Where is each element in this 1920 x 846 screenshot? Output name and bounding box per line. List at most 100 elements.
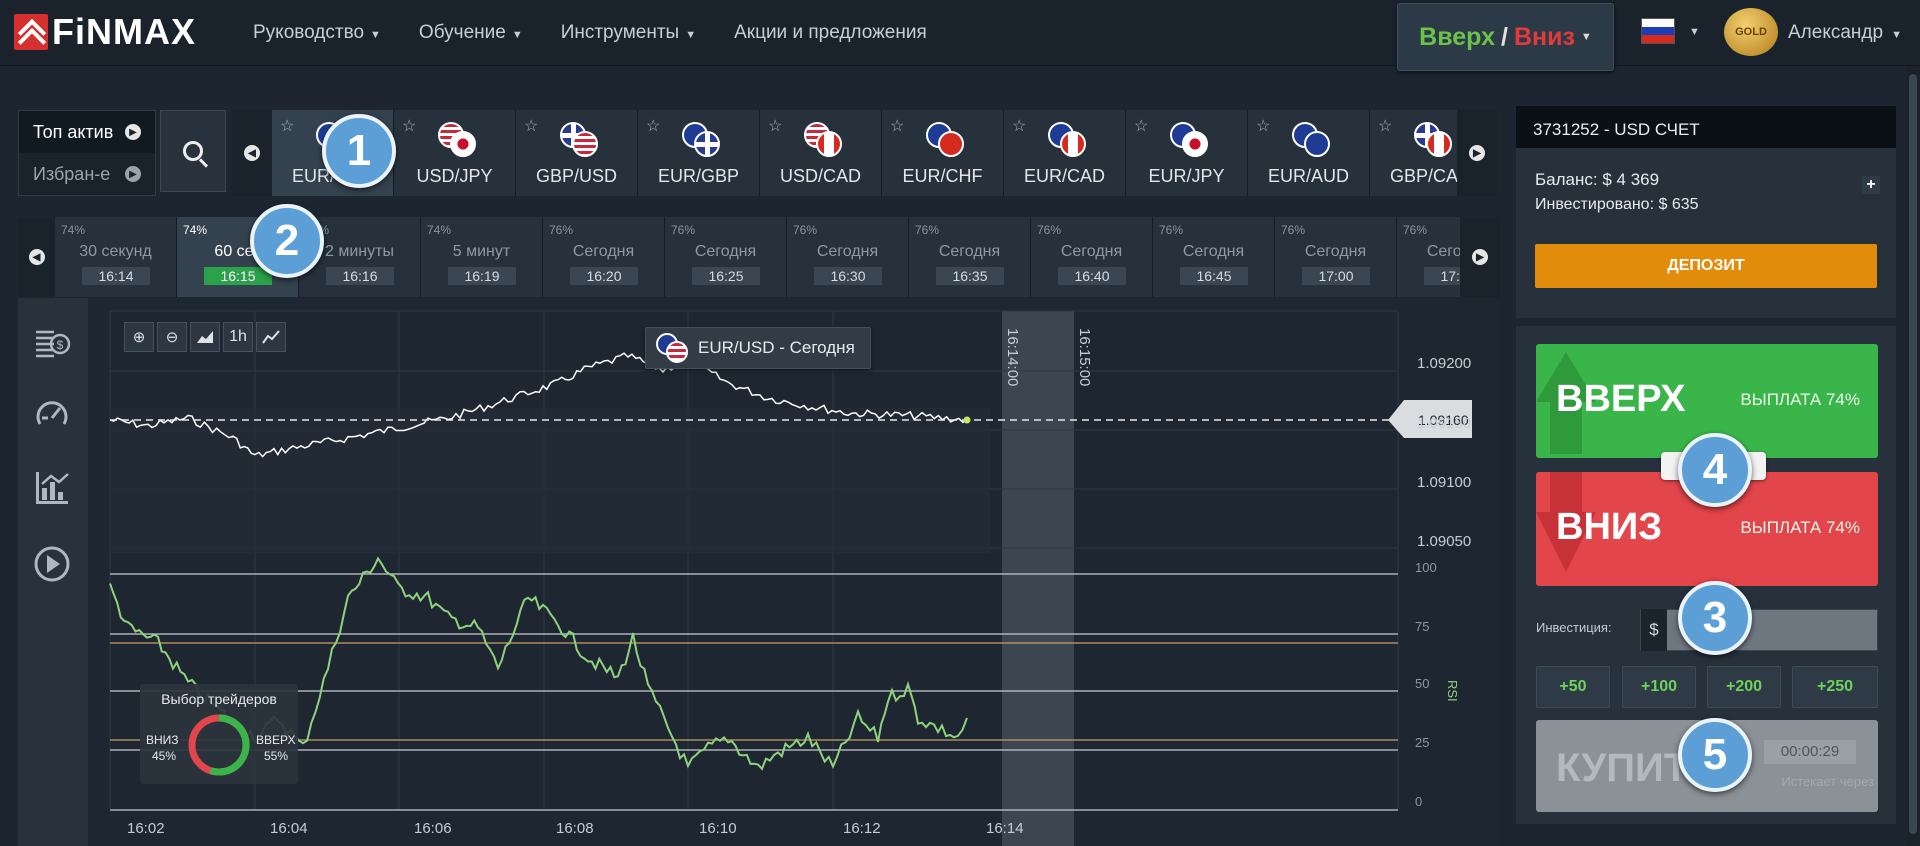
user-menu[interactable]: Александр ▼ [1788, 22, 1902, 44]
page-scrollbar[interactable] [1906, 66, 1920, 846]
nav-education[interactable]: Обучение ▼ [419, 22, 523, 44]
assets-scroll-left[interactable]: ◀ [232, 110, 272, 196]
expiry-tab[interactable]: 76% Сегодня 16:25 [665, 217, 787, 297]
price-chart-area[interactable]: 1.09160 1.09200 1.09150 1.09100 1.09050 … [88, 298, 1500, 846]
asset-tab[interactable]: ☆ EUR/CHF [882, 110, 1004, 196]
star-icon[interactable]: ☆ [646, 118, 661, 135]
expiry-tab[interactable]: 76% Сегодня 17:00 [1275, 217, 1397, 297]
expiries-scroll-left[interactable]: ◀ [18, 217, 55, 297]
expiry-tab[interactable]: 76% Сегодня 16:45 [1153, 217, 1275, 297]
nav-guide[interactable]: Руководство ▼ [253, 22, 381, 44]
star-icon[interactable]: ☆ [890, 118, 905, 135]
expiry-payout: 76% [1281, 223, 1306, 237]
asset-tab[interactable]: ☆ USD/CAD [760, 110, 882, 196]
expiry-zone [1002, 311, 1074, 846]
asset-tab[interactable]: ☆ EUR/JPY [1126, 110, 1248, 196]
star-icon[interactable]: ☆ [768, 118, 783, 135]
current-price-tag [1388, 400, 1472, 438]
expiry-name: Сегодня [1426, 243, 1460, 260]
expiry-tab[interactable]: 76% Сегодня 16:20 [543, 217, 665, 297]
russian-flag-icon[interactable] [1641, 18, 1675, 44]
zoom-in-icon[interactable]: ⊕ [124, 322, 154, 352]
expand-account-button[interactable]: + [1862, 176, 1880, 194]
asset-tab[interactable]: ☆ GBP/USD [516, 110, 638, 196]
asset-tab[interactable]: ☆ GBP/CAD [1370, 110, 1457, 196]
caret-down-icon[interactable]: ▼ [1689, 26, 1700, 38]
x-tick: 16:08 [556, 820, 594, 837]
expiry-tab[interactable]: 76% Сегодня 16:35 [909, 217, 1031, 297]
chart-asset-title[interactable]: EUR/USD - Сегодня [645, 327, 871, 369]
expiry-payout: 76% [549, 223, 574, 237]
trade-mode-switch[interactable]: Вверх / Вниз ▼ [1397, 3, 1614, 71]
nav-tools[interactable]: Инструменты ▼ [561, 22, 696, 44]
star-icon[interactable]: ☆ [280, 118, 295, 135]
asset-search-button[interactable] [160, 110, 226, 192]
star-icon[interactable]: ☆ [1012, 118, 1027, 135]
expiry-payout: 76% [915, 223, 940, 237]
filter-favorites[interactable]: Избран-е ▶ [19, 153, 155, 195]
sentiment-down-pct: 45% [152, 749, 176, 763]
chart-side-tools: $ [18, 298, 88, 846]
bar-chart-icon[interactable] [32, 468, 72, 508]
star-icon[interactable]: ☆ [402, 118, 417, 135]
expiry-tab[interactable]: 74% 5 минут 16:19 [421, 217, 543, 297]
quick-add-50[interactable]: +50 [1536, 666, 1610, 708]
asset-tab[interactable]: ☆ EUR/CAD [1004, 110, 1126, 196]
invested: Инвестировано: $ 635 [1535, 196, 1699, 214]
x-tick: 16:12 [843, 820, 881, 837]
scrollbar-thumb[interactable] [1909, 74, 1917, 834]
asset-tab[interactable]: ☆ EUR/AUD [1248, 110, 1370, 196]
caret-down-icon: ▼ [511, 29, 523, 41]
expiry-tab[interactable]: 76% Сегодня 17:15 [1397, 217, 1460, 297]
filter-top-assets[interactable]: Топ актив ▶ [19, 111, 155, 153]
deposit-button[interactable]: ДЕПОЗИТ [1535, 244, 1877, 288]
quick-add-250[interactable]: +250 [1792, 666, 1878, 708]
assets-scroll-right[interactable]: ▶ [1457, 110, 1497, 196]
nav-promotions[interactable]: Акции и предложения [734, 22, 927, 44]
asset-label: EUR/JPY [1148, 166, 1225, 186]
sentiment-up-label: ВВЕРХ [256, 733, 295, 747]
filter-top-label: Топ актив [33, 121, 114, 142]
coins-icon[interactable]: $ [32, 320, 72, 360]
expiry-tab[interactable]: 76% Сегодня 16:40 [1031, 217, 1153, 297]
expiries-scroll-right[interactable]: ▶ [1460, 217, 1500, 297]
up-payout: ВЫПЛАТА 74% [1740, 390, 1860, 409]
x-tick: 16:14 [986, 820, 1024, 837]
price-chart[interactable]: 1.09160 1.09200 1.09150 1.09100 1.09050 … [88, 298, 1500, 846]
currency-pair-flags-icon [438, 122, 478, 157]
currency-pair-flags-icon [682, 122, 722, 157]
rsi-tick-0: 0 [1415, 794, 1422, 809]
x-tick: 16:06 [414, 820, 452, 837]
asset-label: EUR/AUD [1267, 166, 1349, 186]
caret-down-icon: ▼ [370, 29, 381, 41]
nav-promotions-label: Акции и предложения [734, 22, 927, 43]
star-icon[interactable]: ☆ [1134, 118, 1149, 135]
gauge-icon[interactable] [32, 394, 72, 434]
timeframe-1h-button[interactable]: 1h [223, 322, 253, 352]
asset-tab[interactable]: ☆ EUR/GBP [638, 110, 760, 196]
asset-label: GBP/USD [535, 166, 618, 186]
quick-add-100[interactable]: +100 [1622, 666, 1696, 708]
investment-input[interactable]: $ [1640, 609, 1878, 651]
expiry-payout: 74% [183, 223, 208, 237]
y-tick-2: 1.09150 [1417, 415, 1471, 432]
line-chart-icon[interactable] [256, 322, 286, 352]
expiry-time: 16:16 [326, 267, 394, 285]
play-circle-icon[interactable] [32, 544, 72, 584]
expiry-tab[interactable]: 76% Сегодня 16:30 [787, 217, 909, 297]
finmax-logo[interactable]: FiNMAX [14, 11, 196, 52]
star-icon[interactable]: ☆ [1378, 118, 1393, 135]
current-price-dot [963, 416, 971, 424]
expiry-tab[interactable]: 74% 30 секунд 16:14 [55, 217, 177, 297]
area-chart-icon[interactable] [190, 322, 220, 352]
quick-add-200[interactable]: +200 [1707, 666, 1781, 708]
asset-label: USD/CAD [779, 166, 861, 186]
star-icon[interactable]: ☆ [1256, 118, 1271, 135]
call-up-button[interactable]: ВВЕРХ ВЫПЛАТА 74% [1536, 344, 1878, 458]
sentiment-down-label: ВНИЗ [146, 733, 179, 747]
zoom-out-icon[interactable]: ⊖ [157, 322, 187, 352]
gold-status-avatar[interactable]: GOLD [1724, 8, 1778, 56]
asset-tab[interactable]: ☆ USD/JPY [394, 110, 516, 196]
expiry-tabs: 74% 30 секунд 16:14 74% 60 сек 16:15 74% 2 мину… [55, 217, 1460, 297]
star-icon[interactable]: ☆ [524, 118, 539, 135]
